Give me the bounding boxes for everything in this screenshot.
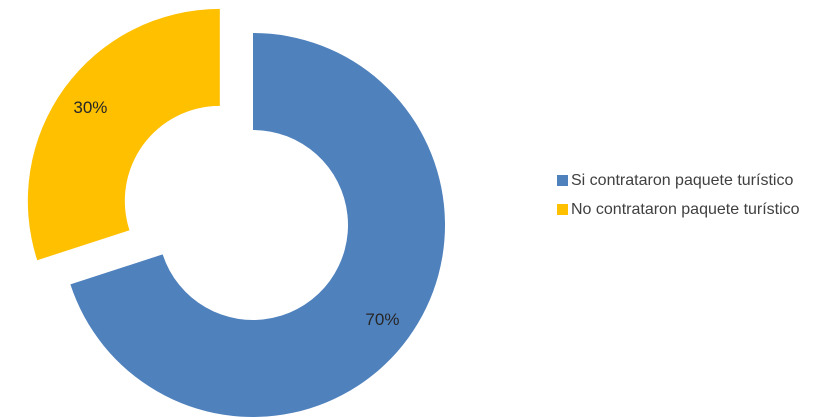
doughnut-slice-si bbox=[70, 33, 445, 417]
data-label-no: 30% bbox=[73, 98, 107, 117]
legend-swatch-si bbox=[557, 175, 568, 186]
legend-swatch-no bbox=[557, 204, 568, 215]
chart-plot-area: 70% 30% bbox=[27, 8, 445, 417]
legend-item-no: No contrataron paquete turístico bbox=[557, 200, 832, 220]
legend-item-si: Si contrataron paquete turístico bbox=[557, 171, 832, 191]
legend-label-si: Si contrataron paquete turístico bbox=[571, 172, 794, 189]
doughnut-slice-no bbox=[27, 8, 220, 261]
legend-label-no: No contrataron paquete turístico bbox=[571, 201, 800, 218]
data-label-si: 70% bbox=[365, 310, 399, 329]
chart-legend: Si contrataron paquete turístico No cont… bbox=[557, 171, 832, 229]
